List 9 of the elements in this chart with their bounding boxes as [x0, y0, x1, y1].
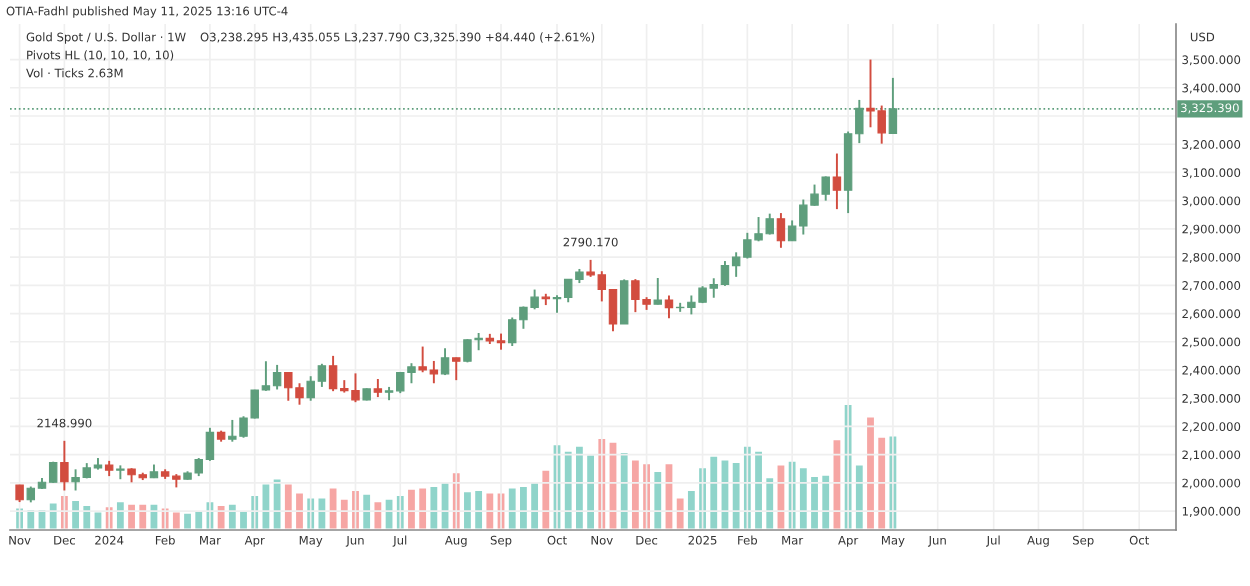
candlestick [776, 212, 786, 249]
candlestick [653, 277, 663, 306]
candlestick [452, 356, 461, 382]
candlestick [832, 152, 842, 211]
candlestick [664, 294, 674, 320]
candlestick [373, 378, 383, 399]
candlestick [440, 347, 450, 377]
candlestick [619, 278, 629, 325]
candlestick [60, 439, 69, 492]
